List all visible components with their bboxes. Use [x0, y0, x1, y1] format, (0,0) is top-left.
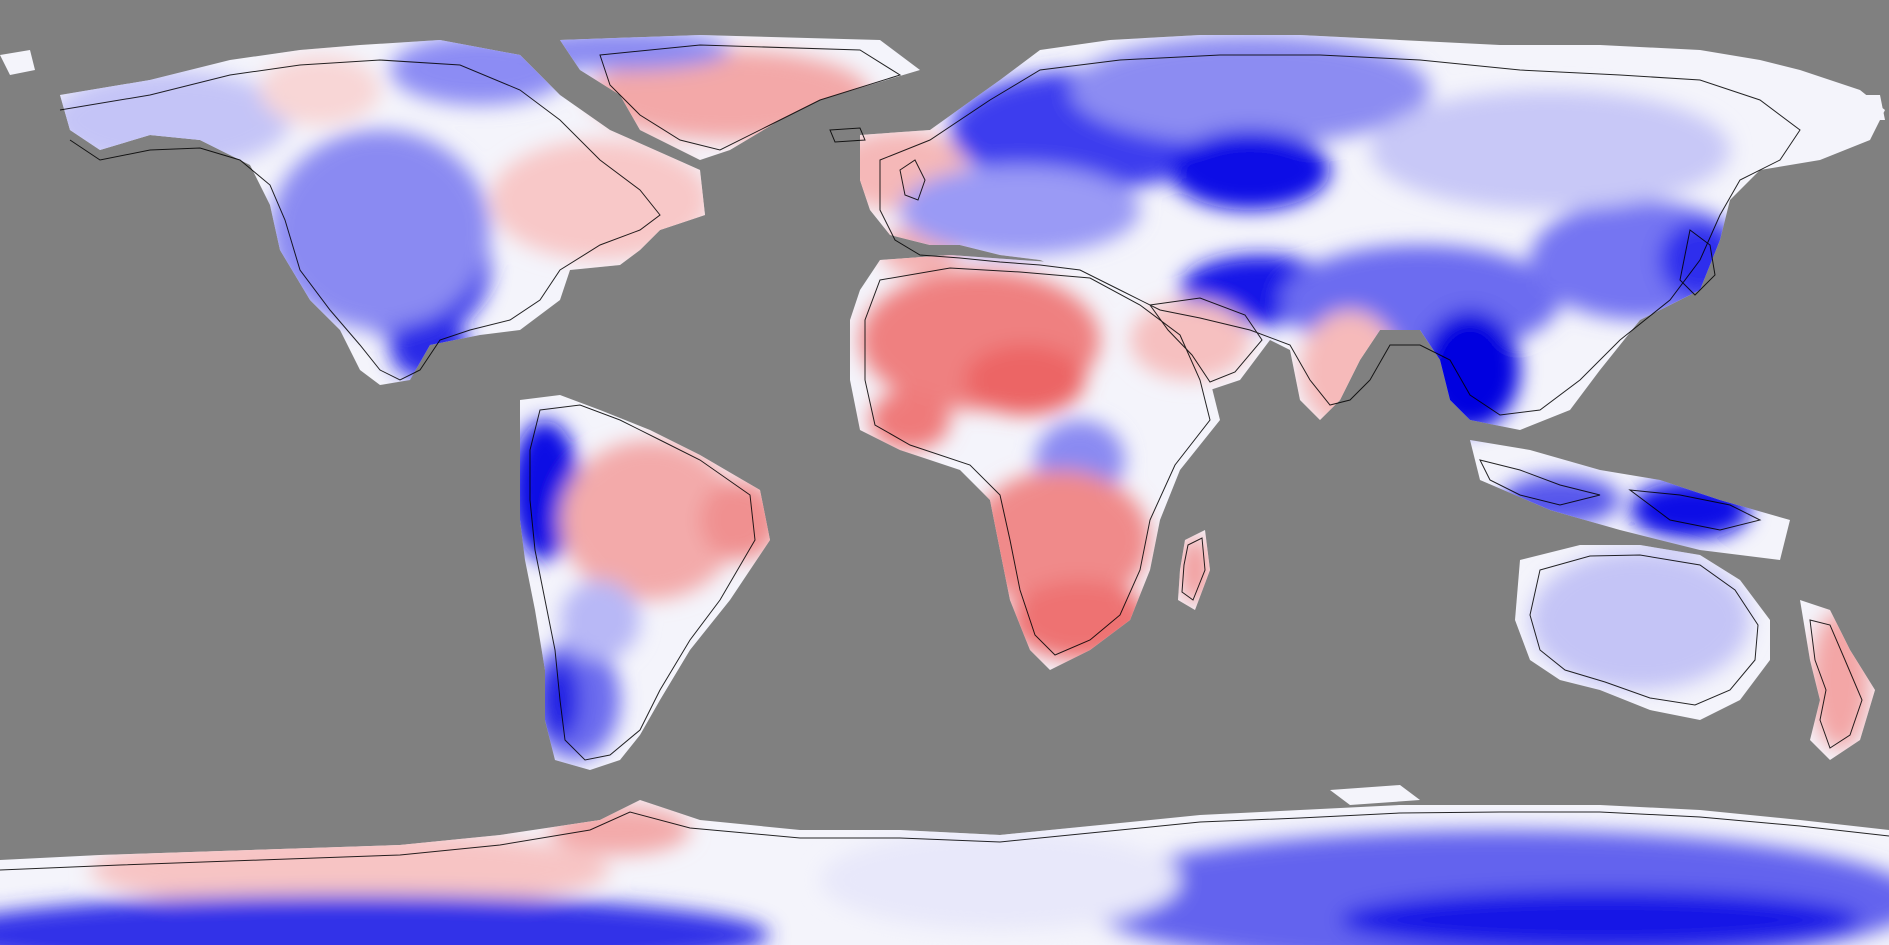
coast-greenland [599, 44, 902, 151]
australia-light-blue [1530, 550, 1750, 690]
sahel-red [965, 345, 1085, 415]
antarctica-east-deep [1340, 890, 1860, 945]
coast-south-america [529, 404, 756, 761]
coast-new-guinea [1628, 489, 1762, 531]
coast-australia [1529, 554, 1759, 706]
arabia-pink [1130, 300, 1250, 380]
coast-indonesia [1479, 459, 1601, 506]
na-plains-blue [270, 130, 490, 330]
north-asia-light [1370, 90, 1730, 210]
siberia-blue [1070, 35, 1430, 145]
coast-iceland [829, 127, 866, 143]
coast-north-america [59, 59, 661, 381]
coastlines [0, 44, 1889, 871]
antarctica-center-light [820, 830, 1180, 930]
na-west-blue [50, 70, 290, 170]
brazil-east-pink [700, 480, 780, 560]
madagascar-pink [1180, 535, 1210, 605]
coast-japan [1679, 229, 1716, 296]
coast-uk [899, 159, 926, 201]
coast-new-zealand [1809, 619, 1863, 749]
coast-madagascar [1181, 537, 1206, 601]
coast-arabia [1149, 297, 1263, 383]
coast-eurasia [879, 54, 1801, 416]
sa-mid-light-blue [560, 580, 640, 660]
amazon-pink [560, 440, 740, 600]
coast-antarctica [0, 811, 1889, 871]
antarctica-bottom-blue-w [0, 895, 770, 945]
na-east-pink [490, 140, 710, 260]
east-europe-blue [900, 165, 1140, 255]
west-africa-pink [870, 390, 950, 450]
urals-deep-blue [1170, 130, 1330, 210]
central-africa-pink [970, 470, 1150, 610]
coast-africa [864, 267, 1211, 656]
na-pinkish-north [260, 55, 380, 125]
